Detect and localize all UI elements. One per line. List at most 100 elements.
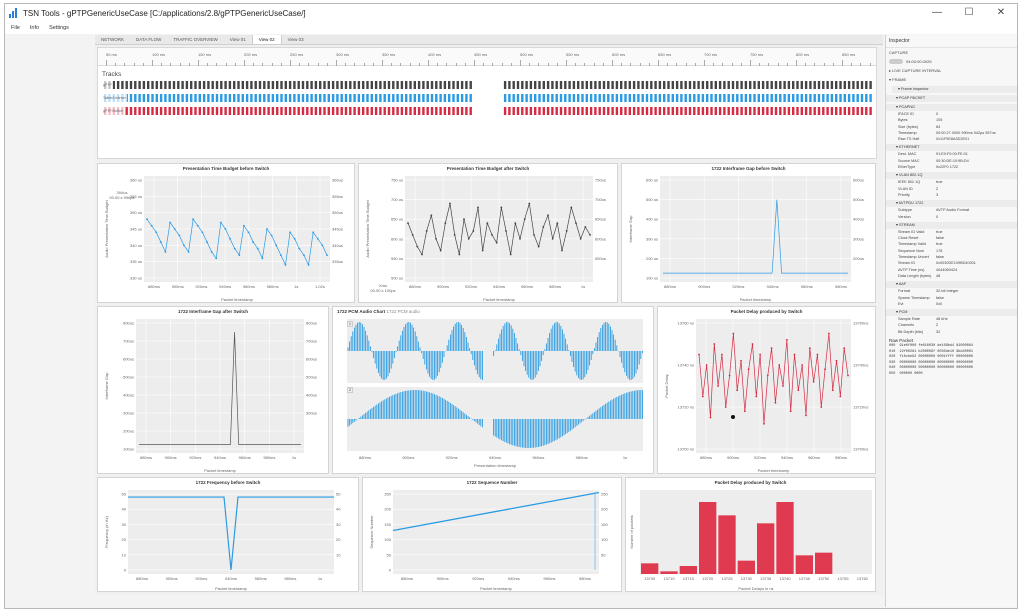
- track-event-mark: [658, 81, 662, 89]
- y-tick-label: 50: [122, 492, 127, 497]
- data-point: [421, 253, 423, 256]
- ruler-tick: [814, 63, 816, 66]
- track-event-mark: [624, 81, 627, 89]
- x-tick-label: 980ms: [263, 455, 275, 460]
- data-point: [196, 224, 199, 227]
- tab-data-flow[interactable]: DATA FLOW: [136, 37, 162, 42]
- track-event-mark: [155, 94, 158, 102]
- track-event-mark: [680, 94, 683, 102]
- menu-info[interactable]: Info: [29, 25, 40, 31]
- track-event-mark: [383, 81, 386, 89]
- title-bar: TSN Tools - gPTPGenericUseCase [C:/appli…: [5, 4, 1017, 22]
- ruler-tick: [372, 63, 374, 66]
- inspector-field: VLAN ID 2: [886, 186, 1017, 192]
- tab-view-01[interactable]: View 01: [229, 37, 246, 42]
- chart-title: Packet Delay produced by Switch: [730, 309, 803, 314]
- inspector-group-header[interactable]: ▾ VLAN 802.1Q: [886, 172, 1017, 180]
- inspector-group-header[interactable]: ▾ ETHERNET: [886, 144, 1017, 152]
- track-event-mark: [159, 81, 163, 89]
- chart-title: Presentation Time Budget after Switch: [446, 166, 530, 171]
- main-area: NETWORK DATA FLOW TRAFFIC OVERVIEW View …: [95, 35, 883, 595]
- track-event-mark: [465, 107, 468, 115]
- track-event-mark: [430, 81, 434, 89]
- close-button[interactable]: ✕: [996, 7, 1006, 18]
- x-tick-label: 920ms: [732, 284, 744, 289]
- frame-inspector-header[interactable]: ▾ Frame Inspector: [892, 86, 1017, 93]
- y2-tick-label: 600us: [306, 357, 317, 362]
- field-name: Timestamp Valid: [898, 242, 926, 247]
- inspector-field: Timestamp Valid true: [886, 241, 1017, 247]
- chart-ptb-after-switch[interactable]: Presentation Time Budget after Switch 75…: [358, 163, 618, 303]
- chart-gap-after-switch[interactable]: 1722 Interframe Gap after Switch 800us 70…: [97, 306, 329, 474]
- x-tick-label: 900ms: [698, 284, 710, 289]
- track-event-mark: [624, 107, 627, 115]
- tab-traffic-overview[interactable]: TRAFFIC OVERVIEW: [173, 37, 218, 42]
- field-name: Sparse Timestamp: [898, 295, 930, 300]
- raw-packet-line: 050 000000 0000: [889, 371, 923, 376]
- inspector-group-header[interactable]: ▾ PCM: [886, 309, 1017, 317]
- tab-view-02[interactable]: View 02: [251, 35, 282, 44]
- track-event-mark: [663, 94, 666, 102]
- track-event-mark: [598, 107, 601, 115]
- chart-gap-before-switch[interactable]: 1722 Interframe Gap before Switch 600 us…: [621, 163, 876, 303]
- section-live-capture[interactable]: ▸ LIVE CAPTURE INTERVAL: [889, 68, 942, 73]
- track-event-mark: [323, 94, 326, 102]
- data-point: [579, 237, 582, 240]
- track-gptp[interactable]: gPTP: [102, 81, 874, 89]
- track-event-mark: [796, 94, 799, 102]
- y2-tick-label: 13720ns: [853, 405, 868, 410]
- group-name: VLAN 802.1Q: [898, 173, 923, 178]
- ruler-tick: [529, 63, 531, 66]
- x-tick-label: 940ms: [489, 455, 501, 460]
- inspector-group-header[interactable]: ▾ AVTPDU 1722: [886, 200, 1017, 208]
- track-event-mark: [267, 81, 270, 89]
- inspector-group-header[interactable]: ▾ PCAP PACKET: [886, 95, 1017, 102]
- track-event-mark: [684, 107, 687, 115]
- ruler-tick: [538, 63, 540, 66]
- track-event-mark: [542, 94, 545, 102]
- ruler-tick: [271, 63, 273, 66]
- tab-view-03[interactable]: View 03: [287, 37, 304, 42]
- track-event-mark: [323, 81, 326, 89]
- y2-tick-label: 13700ns: [853, 447, 868, 452]
- ruler-label: 750 ms: [750, 52, 764, 57]
- time-ruler[interactable]: 50 ms 100 ms 150 ms 200 ms 250 ms 300 ms 350 m…: [98, 48, 876, 66]
- minimize-button[interactable]: —: [932, 7, 942, 18]
- x-axis-label: Packet Delays in ns: [738, 586, 773, 591]
- track-event-mark: [551, 81, 554, 89]
- track-event-mark: [228, 107, 232, 115]
- track-event-mark: [241, 81, 244, 89]
- ruler-tick: [225, 63, 227, 66]
- chart-ptb-before-switch[interactable]: Presentation Time Budget before Switch 3…: [97, 163, 355, 303]
- track-event-mark: [396, 81, 399, 89]
- chart-delay-histogram[interactable]: Packet Delay produced by Switch 13705 137…: [625, 477, 876, 592]
- section-frame[interactable]: ▾ FRAME: [889, 77, 907, 82]
- menu-file[interactable]: File: [11, 25, 20, 31]
- track-event-mark: [568, 94, 571, 102]
- inspector-group-header[interactable]: ▾ PCAPNG: [886, 104, 1017, 111]
- track-gptp-switch[interactable]: gPTP/Switch: [102, 107, 874, 115]
- chart-packet-delay-switch[interactable]: Packet Delay produced by Switch 13760 ns…: [657, 306, 876, 474]
- track-event-mark: [809, 94, 812, 102]
- chart-frequency-before-switch[interactable]: 1722 Frequency before Switch 50 40 30 20 10 0…: [97, 477, 359, 592]
- chart-pcm-audio[interactable]: 1722 PCM Audio Chart 1722 PCM audio 880m…: [332, 306, 654, 474]
- track-event-mark: [559, 94, 563, 102]
- y-axis-label: Audio Presentation Time Budget: [365, 199, 370, 257]
- track-event-mark: [620, 94, 623, 102]
- track-event-mark: [594, 94, 597, 102]
- inspector-group-header[interactable]: ▾ AAF: [886, 281, 1017, 289]
- timeline-panel[interactable]: 50 ms 100 ms 150 ms 200 ms 250 ms 300 ms 350 m…: [97, 47, 877, 159]
- menu-settings[interactable]: Settings: [49, 25, 69, 31]
- data-point: [178, 234, 181, 237]
- ruler-tick: [234, 63, 236, 66]
- chart-sequence-number[interactable]: 1722 Sequence Number 250 200 150 100 50 0 250 2…: [362, 477, 622, 592]
- track-talker-listener[interactable]: Talker/Listener: [102, 94, 874, 102]
- data-point: [146, 218, 148, 221]
- capture-toggle[interactable]: [889, 59, 903, 64]
- track-event-mark: [740, 107, 743, 115]
- inspector-group-header[interactable]: ▾ STREAM: [886, 221, 1017, 229]
- track-event-mark: [310, 107, 313, 115]
- maximize-button[interactable]: ☐: [964, 7, 974, 18]
- tab-network[interactable]: NETWORK: [101, 37, 124, 42]
- track-event-mark: [774, 81, 778, 89]
